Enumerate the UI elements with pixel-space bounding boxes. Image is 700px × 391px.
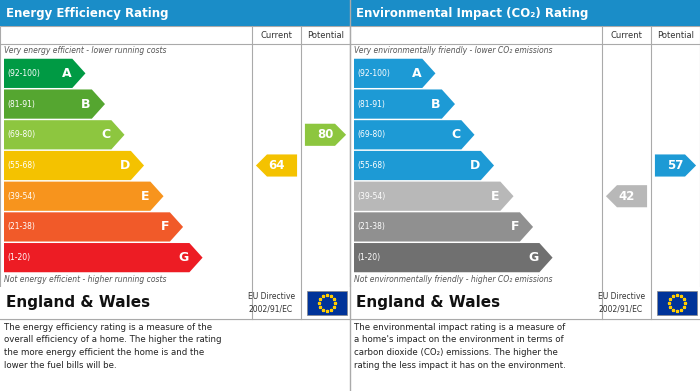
Polygon shape: [354, 151, 494, 180]
Text: (21-38): (21-38): [7, 222, 35, 231]
Text: F: F: [510, 221, 519, 233]
Text: (92-100): (92-100): [357, 69, 390, 78]
Polygon shape: [354, 243, 552, 272]
Text: Very energy efficient - lower running costs: Very energy efficient - lower running co…: [4, 46, 167, 55]
Bar: [307, 291, 347, 316]
Text: E: E: [141, 190, 149, 203]
Text: G: G: [528, 251, 538, 264]
Text: Environmental Impact (CO₂) Rating: Environmental Impact (CO₂) Rating: [356, 7, 589, 20]
Text: EU Directive
2002/91/EC: EU Directive 2002/91/EC: [598, 292, 645, 314]
Bar: [350, 0, 700, 26]
Polygon shape: [4, 120, 125, 149]
Text: 57: 57: [667, 159, 684, 172]
Text: 42: 42: [618, 190, 635, 203]
Polygon shape: [4, 181, 164, 211]
Polygon shape: [4, 151, 144, 180]
Polygon shape: [655, 154, 696, 177]
Text: D: D: [120, 159, 130, 172]
Text: (92-100): (92-100): [7, 69, 40, 78]
Text: Current: Current: [260, 30, 293, 39]
Text: England & Wales: England & Wales: [6, 296, 150, 310]
Text: Not energy efficient - higher running costs: Not energy efficient - higher running co…: [4, 275, 167, 284]
Text: (55-68): (55-68): [7, 161, 35, 170]
Polygon shape: [4, 243, 202, 272]
Bar: [350, 26, 700, 319]
Text: A: A: [62, 67, 71, 80]
Text: C: C: [452, 128, 461, 141]
Text: (39-54): (39-54): [7, 192, 35, 201]
Text: B: B: [431, 98, 441, 111]
Polygon shape: [4, 212, 183, 242]
Polygon shape: [606, 185, 647, 207]
Bar: [0, 287, 350, 319]
Text: (39-54): (39-54): [357, 192, 385, 201]
Text: (1-20): (1-20): [357, 253, 380, 262]
Text: A: A: [412, 67, 421, 80]
Text: (81-91): (81-91): [357, 100, 385, 109]
Text: Potential: Potential: [307, 30, 344, 39]
Bar: [350, 287, 700, 319]
Bar: [0, 0, 350, 26]
Text: (81-91): (81-91): [7, 100, 35, 109]
Text: Not environmentally friendly - higher CO₂ emissions: Not environmentally friendly - higher CO…: [354, 275, 552, 284]
Text: The environmental impact rating is a measure of
a home's impact on the environme: The environmental impact rating is a mea…: [354, 323, 566, 369]
Polygon shape: [305, 124, 346, 146]
Text: 80: 80: [317, 128, 334, 141]
Bar: [0, 26, 350, 319]
Polygon shape: [4, 59, 85, 88]
Text: (1-20): (1-20): [7, 253, 30, 262]
Polygon shape: [354, 181, 514, 211]
Text: (69-80): (69-80): [7, 130, 35, 139]
Text: England & Wales: England & Wales: [356, 296, 500, 310]
Text: (21-38): (21-38): [357, 222, 385, 231]
Polygon shape: [4, 90, 105, 119]
Text: EU Directive
2002/91/EC: EU Directive 2002/91/EC: [248, 292, 295, 314]
Text: The energy efficiency rating is a measure of the
overall efficiency of a home. T: The energy efficiency rating is a measur…: [4, 323, 221, 369]
Text: F: F: [160, 221, 169, 233]
Text: Very environmentally friendly - lower CO₂ emissions: Very environmentally friendly - lower CO…: [354, 46, 552, 55]
Text: G: G: [178, 251, 188, 264]
Text: Current: Current: [610, 30, 643, 39]
Text: B: B: [81, 98, 91, 111]
Polygon shape: [354, 120, 475, 149]
Bar: [657, 291, 697, 316]
Polygon shape: [354, 90, 455, 119]
Text: (69-80): (69-80): [357, 130, 385, 139]
Text: (55-68): (55-68): [357, 161, 385, 170]
Text: E: E: [491, 190, 499, 203]
Polygon shape: [256, 154, 297, 177]
Polygon shape: [354, 59, 435, 88]
Text: 64: 64: [268, 159, 285, 172]
Text: D: D: [470, 159, 480, 172]
Text: Potential: Potential: [657, 30, 694, 39]
Text: Energy Efficiency Rating: Energy Efficiency Rating: [6, 7, 169, 20]
Polygon shape: [354, 212, 533, 242]
Text: C: C: [102, 128, 111, 141]
